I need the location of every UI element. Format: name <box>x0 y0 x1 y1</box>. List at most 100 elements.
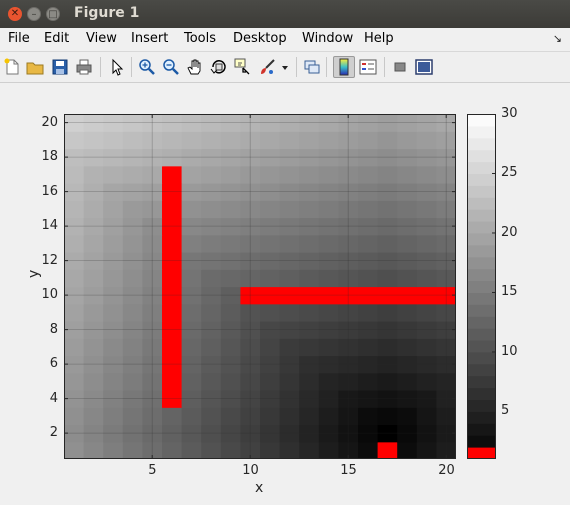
heatmap-cell <box>83 286 104 305</box>
heatmap-cell <box>142 252 163 270</box>
maximize-window-button[interactable]: □ <box>46 7 60 21</box>
heatmap-cell <box>83 372 104 391</box>
heatmap-cell <box>122 183 143 201</box>
heatmap-cell <box>397 165 418 184</box>
heatmap-cell <box>162 303 183 322</box>
heatmap-cell <box>181 131 202 150</box>
heatmap-cell <box>299 338 320 357</box>
menu-file[interactable]: File <box>8 31 30 46</box>
zoom-out-icon[interactable] <box>162 58 180 76</box>
heatmap-cell <box>103 286 124 305</box>
heatmap-cell <box>181 165 202 184</box>
heatmap-cell <box>358 355 379 374</box>
heatmap-cell <box>64 234 85 253</box>
brush-icon[interactable] <box>258 58 276 76</box>
colorbar-tick-label: 25 <box>501 165 518 181</box>
heatmap-cell <box>220 252 241 270</box>
heatmap-cell <box>64 355 85 374</box>
heatmap-cell <box>377 424 398 443</box>
show-plot-tools-icon[interactable] <box>415 58 433 76</box>
heatmap-cell <box>397 321 418 339</box>
brush-dropdown-icon[interactable] <box>280 58 290 76</box>
pan-icon[interactable] <box>186 58 204 76</box>
heatmap-cell <box>142 183 163 201</box>
heatmap-cell <box>416 355 437 374</box>
heatmap-cell <box>181 148 202 167</box>
heatmap-cell <box>377 355 398 374</box>
save-icon[interactable] <box>51 58 69 76</box>
heatmap-cell <box>279 269 300 288</box>
rotate-3d-icon[interactable] <box>210 58 228 76</box>
heatmap-cell <box>103 372 124 391</box>
menu-window[interactable]: Window <box>302 31 354 46</box>
heatmap-cell <box>397 303 418 322</box>
menu-desktop[interactable]: Desktop <box>233 31 287 46</box>
heatmap-cell <box>103 234 124 253</box>
heatmap-cell <box>397 131 418 150</box>
heatmap-cell <box>162 407 183 426</box>
minimize-window-button[interactable]: – <box>27 7 41 21</box>
heatmap-cell <box>318 338 339 357</box>
close-window-button[interactable]: ✕ <box>8 7 22 21</box>
heatmap-cell <box>122 372 143 391</box>
colorbar[interactable] <box>467 114 496 459</box>
menu-tools[interactable]: Tools <box>184 31 217 46</box>
menu-edit[interactable]: Edit <box>44 31 70 46</box>
heatmap-cell <box>436 114 456 132</box>
heatmap-cell <box>397 200 418 219</box>
heatmap-cell <box>299 390 320 408</box>
print-icon[interactable] <box>75 58 93 76</box>
heatmap-cell <box>279 390 300 408</box>
heatmap-cell <box>83 114 104 132</box>
heatmap-cell <box>299 321 320 339</box>
heatmap-cell <box>83 303 104 322</box>
heatmap-cell <box>338 441 359 459</box>
heatmap-cell <box>240 407 261 426</box>
heatmap-cell <box>338 183 359 201</box>
heatmap-plot[interactable] <box>64 114 456 459</box>
heatmap-cell <box>64 131 85 150</box>
y-tick-label: 6 <box>49 356 58 372</box>
heatmap-cell <box>436 131 456 150</box>
heatmap-cell <box>103 321 124 339</box>
open-file-icon[interactable] <box>26 58 44 76</box>
insert-legend-icon[interactable] <box>359 58 377 76</box>
heatmap-cell <box>436 148 456 167</box>
heatmap-cell <box>240 355 261 374</box>
insert-colorbar-icon[interactable] <box>333 56 355 78</box>
edit-plot-icon[interactable] <box>108 58 126 76</box>
heatmap-cell <box>279 355 300 374</box>
heatmap-cell <box>436 390 456 408</box>
heatmap-cell <box>201 407 222 426</box>
heatmap-cell <box>162 424 183 443</box>
heatmap-cell <box>436 338 456 357</box>
hide-plot-tools-icon[interactable] <box>391 58 409 76</box>
new-figure-icon[interactable] <box>3 58 21 76</box>
heatmap-cell <box>162 372 183 391</box>
heatmap-cell <box>260 407 281 426</box>
heatmap-cell <box>122 355 143 374</box>
x-tick-label: 20 <box>438 463 455 478</box>
colorbar-band <box>467 221 496 234</box>
heatmap-cell <box>358 424 379 443</box>
heatmap-cell <box>338 390 359 408</box>
colorbar-band <box>467 304 496 317</box>
heatmap-cell <box>299 183 320 201</box>
heatmap-cell <box>416 217 437 236</box>
menu-view[interactable]: View <box>86 31 117 46</box>
zoom-in-icon[interactable] <box>138 58 156 76</box>
heatmap-cell <box>358 217 379 236</box>
dock-figure-icon[interactable]: ↘ <box>552 32 562 45</box>
colorbar-tick-label: 5 <box>501 403 510 419</box>
data-cursor-icon[interactable] <box>234 58 252 76</box>
menu-help[interactable]: Help <box>364 31 394 46</box>
heatmap-cell <box>279 441 300 459</box>
heatmap-cell <box>64 407 85 426</box>
heatmap-cell <box>142 321 163 339</box>
colorbar-band <box>467 375 496 389</box>
heatmap-cell <box>416 114 437 132</box>
colorbar-band <box>467 316 496 329</box>
link-plot-icon[interactable] <box>303 58 321 76</box>
menu-insert[interactable]: Insert <box>131 31 169 46</box>
heatmap-cell <box>122 114 143 132</box>
